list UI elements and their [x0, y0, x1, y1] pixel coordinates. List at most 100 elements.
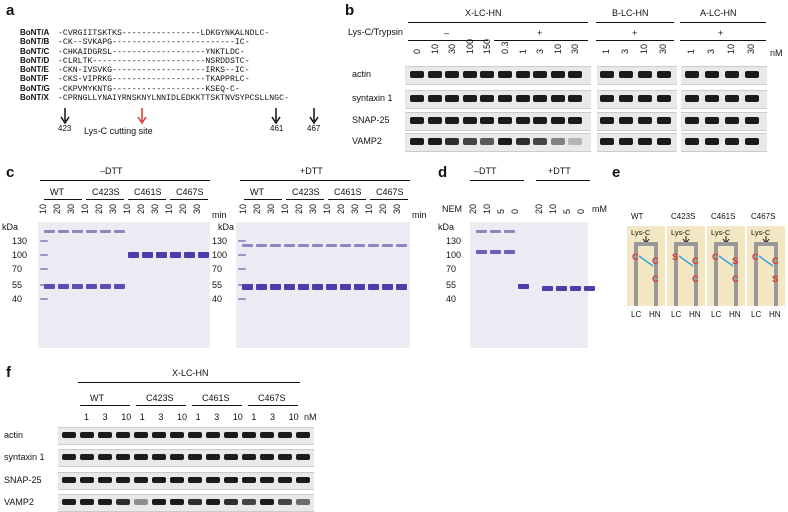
- gel-band: [242, 284, 253, 290]
- gel-time-label: 10: [280, 203, 290, 214]
- gel-time-label: 10: [38, 203, 48, 214]
- blot-band: [62, 499, 76, 505]
- blot-band: [705, 117, 719, 124]
- blot-band: [134, 432, 148, 438]
- blot-band: [568, 71, 583, 78]
- blot-band: [515, 95, 530, 102]
- blot-band: [242, 432, 256, 438]
- schematic-residue: S: [772, 274, 779, 284]
- blot-band: [705, 138, 719, 145]
- gel-band: [368, 284, 379, 290]
- blot-band: [224, 432, 238, 438]
- lane-label-b: 0: [412, 48, 422, 54]
- gel-group-line: [328, 199, 366, 200]
- alignment-seq: -CHKAIDGRSL-------------------YNKTLDC-: [58, 47, 245, 57]
- blot-band: [278, 432, 292, 438]
- blot-band: [427, 95, 442, 102]
- schematic-svg: [714, 236, 738, 306]
- blot-band: [242, 499, 256, 505]
- alignment-seq: -CPRNGLLYNAIYRNSKNYLNNIDLEDKKTTSKTNVSYPC…: [58, 94, 289, 104]
- schematic-lysc: Lys-C: [671, 228, 691, 237]
- alignment-block: BoNT/A -CVRGIITSKTKS----------------LDKGY…: [20, 28, 289, 104]
- ladder-band: [238, 240, 246, 242]
- blot-band: [116, 432, 130, 438]
- blot-band: [619, 95, 633, 102]
- lane-label-b: 10: [639, 43, 649, 54]
- schematic-title: C423S: [671, 212, 696, 221]
- f-lane-label: 3: [270, 412, 276, 422]
- arrow-467-icon: [309, 108, 319, 125]
- blot-row-label: VAMP2: [4, 497, 34, 507]
- plus-bracket-a: [680, 40, 766, 41]
- f-lane-label: 3: [214, 412, 220, 422]
- blot-band: [170, 477, 184, 483]
- blot-band: [260, 432, 274, 438]
- blot-band: [80, 477, 94, 483]
- blot-band: [296, 454, 310, 460]
- gel-group-line: [128, 199, 166, 200]
- gel-nem-label: 5: [496, 208, 506, 214]
- lane-label-b: 30: [746, 43, 756, 54]
- minus-bracket: [408, 40, 488, 41]
- gel-band: [312, 244, 323, 247]
- gel-band: [382, 284, 393, 290]
- blot-band: [480, 138, 495, 145]
- gel-band: [242, 244, 253, 247]
- alignment-row: BoNT/X -CPRNGLLYNAIYRNSKNYLNNIDLEDKKTTSKT…: [20, 93, 289, 104]
- schematic-residue: C: [652, 274, 659, 284]
- ladder-band: [238, 268, 246, 270]
- unit-label-b: nM: [770, 48, 783, 58]
- alignment-name: BoNT/B: [20, 37, 50, 47]
- blot-band: [224, 477, 238, 483]
- marker-label: 40: [446, 294, 457, 304]
- blot-band: [745, 71, 759, 78]
- blot-band: [188, 477, 202, 483]
- blot-band: [638, 71, 652, 78]
- treat-label: Lys-C/Trypsin: [348, 27, 403, 37]
- gel-group-label: C423S: [92, 187, 120, 197]
- blot-band: [188, 499, 202, 505]
- blot-band: [498, 71, 512, 78]
- gel-band: [114, 230, 125, 233]
- blot-band: [568, 117, 583, 124]
- c-min-right: min: [412, 210, 427, 220]
- blot-band: [480, 117, 495, 124]
- gel-group-label: C423S: [292, 187, 320, 197]
- gel-band: [542, 286, 553, 291]
- blot-band: [725, 138, 739, 145]
- blot-band: [170, 432, 184, 438]
- schematic-residue: C: [712, 252, 719, 262]
- d-nem-label: NEM: [442, 204, 462, 214]
- schematic-lysc: Lys-C: [751, 228, 771, 237]
- gel-d: [470, 222, 595, 348]
- f-lane-label: 1: [195, 412, 201, 422]
- c-minus-dtt-line: [40, 180, 210, 181]
- blot-band: [745, 117, 759, 124]
- blot-band: [550, 117, 565, 124]
- blot-strip-a: [681, 112, 767, 131]
- gel-band: [198, 252, 209, 258]
- lane-label-b: 1: [601, 48, 611, 54]
- arrow-423-icon: [60, 108, 70, 125]
- group-a-bracket: [680, 22, 766, 23]
- blot-band: [278, 477, 292, 483]
- lane-label-b: 1: [517, 48, 528, 54]
- alignment-row: BoNT/G -CKPVMYKNTG-------------------KSEQ…: [20, 84, 289, 94]
- blot-band: [296, 432, 310, 438]
- group-x-bracket: [408, 22, 588, 23]
- marker-label: 55: [12, 280, 23, 290]
- arrow-461-icon: [271, 108, 281, 125]
- alignment-name: BoNT/A: [20, 28, 50, 37]
- blot-band: [80, 454, 94, 460]
- lane-label-b: 150: [482, 38, 493, 54]
- gel-band: [142, 252, 153, 258]
- gel-c-left: [38, 222, 210, 348]
- blot-band: [550, 138, 565, 145]
- schematic-title: C467S: [751, 212, 776, 221]
- schematic-title: WT: [631, 212, 644, 221]
- alignment-name: BoNT/E: [20, 65, 49, 75]
- gel-group-line: [286, 199, 324, 200]
- blot-band: [80, 499, 94, 505]
- blot-band: [206, 477, 220, 483]
- blot-band: [80, 432, 94, 438]
